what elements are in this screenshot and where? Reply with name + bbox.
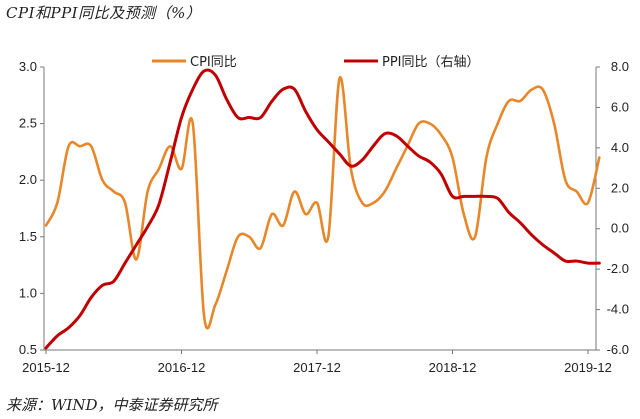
cpi-line	[44, 76, 601, 330]
x-tick-label: 2017-12	[293, 360, 341, 375]
ppi-series	[44, 68, 601, 350]
chart-title: CPI和PPI同比及预测（%）	[6, 4, 202, 22]
source-note: 来源：WIND，中泰证券研究所	[6, 396, 218, 414]
legend-label-ppi: PPI同比（右轴）	[382, 55, 480, 70]
right-tick-label: 8.0	[611, 59, 629, 74]
left-tick-label: 3.0	[19, 59, 37, 74]
x-tick-label: 2016-12	[158, 360, 206, 375]
x-tick-label: 2019-12	[564, 360, 612, 375]
x-tick-label: 2015-12	[22, 360, 70, 375]
x-tick-label: 2018-12	[429, 360, 477, 375]
left-tick-label: 2.0	[19, 172, 37, 187]
chart-axes: 0.5 1.0 1.5 2.0 2.5 3.0 -6.0 -4.0 -2.0 0.0 2.0 4.0 6…	[19, 59, 629, 375]
chart-legend: CPI同比 PPI同比（右轴）	[152, 55, 480, 70]
right-tick-label: 0.0	[611, 221, 629, 236]
right-tick-label: -4.0	[607, 302, 629, 317]
right-tick-label: -6.0	[607, 342, 629, 357]
left-tick-label: 1.0	[19, 285, 37, 300]
right-tick-label: 4.0	[611, 140, 629, 155]
left-tick-label: 1.5	[19, 229, 37, 244]
cpi-series	[44, 76, 601, 330]
left-tick-label: 0.5	[19, 342, 37, 357]
chart-series	[44, 68, 601, 350]
right-tick-label: 6.0	[611, 99, 629, 114]
left-tick-label: 2.5	[19, 116, 37, 131]
legend-label-cpi: CPI同比	[190, 55, 237, 70]
right-tick-label: -2.0	[607, 261, 629, 276]
right-tick-label: 2.0	[611, 180, 629, 195]
ppi-line	[44, 68, 601, 350]
